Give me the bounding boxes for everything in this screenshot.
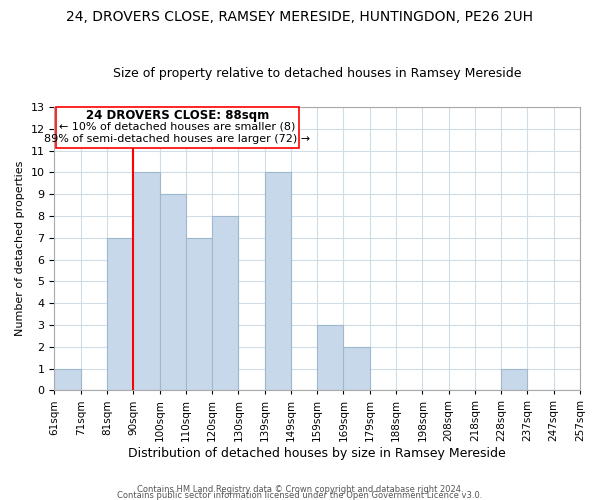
X-axis label: Distribution of detached houses by size in Ramsey Mereside: Distribution of detached houses by size … bbox=[128, 447, 506, 460]
Bar bbox=[265, 172, 291, 390]
Y-axis label: Number of detached properties: Number of detached properties bbox=[15, 161, 25, 336]
Bar bbox=[55, 368, 80, 390]
Text: Contains HM Land Registry data © Crown copyright and database right 2024.: Contains HM Land Registry data © Crown c… bbox=[137, 484, 463, 494]
Title: Size of property relative to detached houses in Ramsey Mereside: Size of property relative to detached ho… bbox=[113, 66, 521, 80]
Text: 24, DROVERS CLOSE, RAMSEY MERESIDE, HUNTINGDON, PE26 2UH: 24, DROVERS CLOSE, RAMSEY MERESIDE, HUNT… bbox=[67, 10, 533, 24]
Text: ← 10% of detached houses are smaller (8): ← 10% of detached houses are smaller (8) bbox=[59, 122, 295, 132]
Bar bbox=[107, 238, 133, 390]
Bar bbox=[212, 216, 238, 390]
Bar bbox=[501, 368, 527, 390]
FancyBboxPatch shape bbox=[56, 107, 299, 148]
Bar bbox=[317, 325, 343, 390]
Bar bbox=[343, 346, 370, 391]
Bar bbox=[160, 194, 186, 390]
Bar bbox=[186, 238, 212, 390]
Bar bbox=[133, 172, 160, 390]
Text: Contains public sector information licensed under the Open Government Licence v3: Contains public sector information licen… bbox=[118, 490, 482, 500]
Text: 24 DROVERS CLOSE: 88sqm: 24 DROVERS CLOSE: 88sqm bbox=[86, 110, 269, 122]
Text: 89% of semi-detached houses are larger (72) →: 89% of semi-detached houses are larger (… bbox=[44, 134, 310, 143]
